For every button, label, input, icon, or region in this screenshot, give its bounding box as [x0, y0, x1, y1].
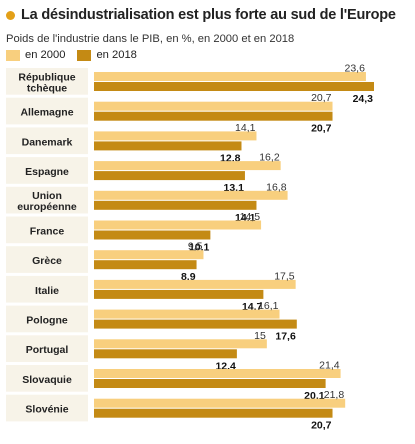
legend-item-2018: en 2018: [77, 49, 137, 61]
category-label: Allemagne: [20, 107, 73, 119]
bar-2018: [94, 141, 242, 151]
data-label-2000: 15: [254, 330, 266, 342]
bar-2000: [94, 369, 341, 378]
bar-2018: [94, 260, 197, 270]
data-label-2000: 16,2: [259, 152, 280, 164]
category-label: européenne: [17, 201, 77, 213]
category-label-bg: [6, 275, 88, 303]
category-label-bg: [6, 305, 88, 333]
bar-2018: [94, 319, 297, 329]
category-label-bg: [6, 365, 88, 392]
category-label: Grèce: [32, 255, 62, 267]
bar-2018: [94, 171, 245, 181]
legend-item-2000: en 2000: [6, 49, 65, 61]
data-label-2000: 16,8: [266, 181, 287, 193]
category-label: Slovénie: [25, 404, 68, 416]
data-label-2000: 21,4: [319, 360, 340, 372]
category-label-bg: [6, 216, 88, 244]
bar-2000: [94, 279, 296, 289]
category-label-bg: [6, 246, 88, 273]
category-label: Pologne: [26, 314, 68, 326]
chart-title: La désindustrialisation est plus forte a…: [21, 7, 396, 23]
bar-2000: [94, 339, 267, 349]
bar-2018: [94, 111, 333, 121]
legend-swatch-2000: [6, 49, 20, 61]
bar-2018: [94, 230, 211, 240]
bar-2018: [94, 408, 333, 418]
bar-2018: [94, 349, 237, 359]
data-label-2000: 14,5: [240, 211, 261, 223]
legend-label-2000: en 2000: [25, 49, 66, 61]
bar-2000: [94, 398, 346, 408]
bar-2000: [94, 250, 204, 260]
chart-subtitle: Poids de l'industrie dans le PIB, en %, …: [6, 33, 295, 45]
category-label: Slovaquie: [22, 374, 72, 386]
bar-2018: [94, 200, 257, 210]
data-label-2018: 24,3: [353, 93, 374, 105]
category-label-bg: [6, 157, 88, 184]
category-label: Portugal: [26, 344, 69, 356]
legend-label-2018: en 2018: [96, 49, 137, 61]
data-label-2018: 20,7: [311, 420, 332, 432]
bar-2000: [94, 190, 288, 200]
data-label-2000: 17,5: [274, 270, 295, 282]
category-label: République: [18, 71, 75, 83]
category-label-bg: [6, 127, 88, 155]
legend: en 2000 en 2018: [6, 49, 149, 61]
bar-2018: [94, 379, 326, 388]
bar-2000: [94, 309, 280, 319]
category-label: tchèque: [27, 82, 67, 94]
bar-2000: [94, 131, 257, 141]
bar-2000: [94, 161, 281, 171]
category-label: France: [30, 225, 65, 237]
bar-2018: [94, 82, 374, 91]
data-label-2000: 16,1: [258, 300, 279, 312]
title-bullet-icon: [6, 10, 15, 20]
category-label: Danemark: [22, 136, 73, 148]
category-label-bg: [6, 335, 88, 362]
bar-2000: [94, 101, 333, 111]
category-label: Union: [32, 190, 62, 202]
data-label-2000: 14,1: [235, 122, 256, 134]
category-label-bg: [6, 186, 88, 214]
category-label-bg: [6, 68, 88, 95]
legend-swatch-2018: [77, 49, 92, 61]
data-label-2000: 20,7: [311, 92, 332, 104]
data-label-2018: 17,6: [275, 331, 296, 343]
category-label: Espagne: [25, 166, 69, 178]
data-label-2000: 23,6: [344, 63, 365, 75]
bar-2000: [94, 220, 262, 230]
data-label-2000: 9,5: [188, 241, 203, 253]
bar-2018: [94, 289, 264, 299]
data-label-2000: 21,8: [324, 389, 345, 401]
data-label-2018: 20,7: [311, 123, 332, 135]
category-label-bg: [6, 394, 88, 422]
title-row: La désindustrialisation est plus forte a…: [6, 4, 396, 26]
category-label-bg: [6, 97, 88, 125]
category-label: Italie: [35, 285, 59, 297]
bar-2000: [94, 72, 366, 81]
